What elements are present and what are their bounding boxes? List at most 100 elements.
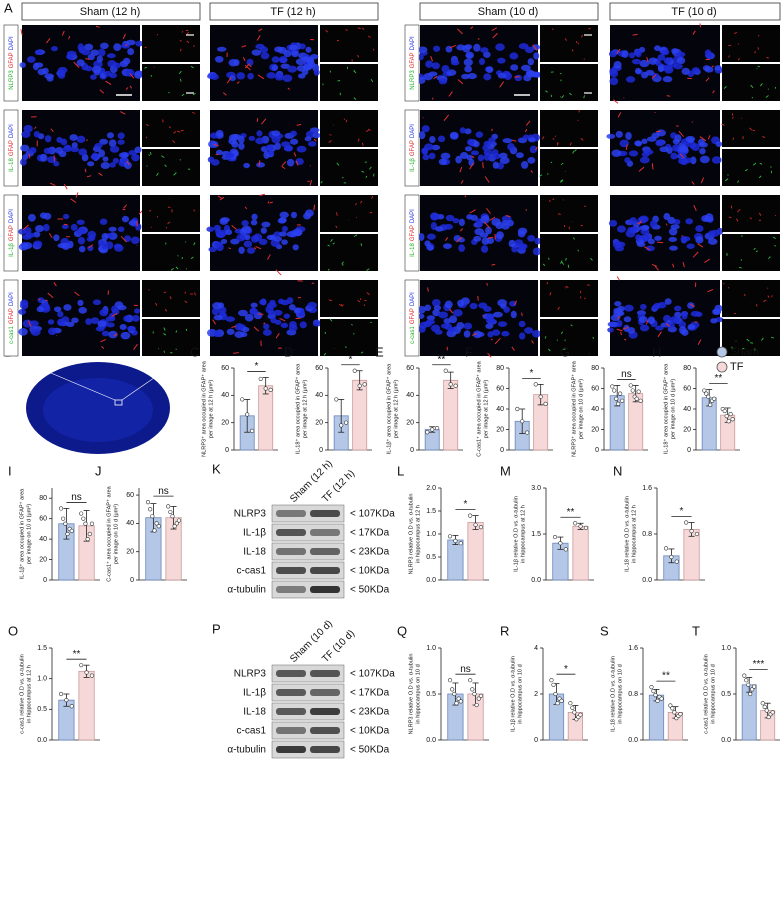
significance: ** bbox=[715, 373, 723, 384]
blot-band bbox=[276, 529, 306, 536]
bar bbox=[683, 529, 700, 581]
inset-signal bbox=[584, 297, 586, 300]
inset-signal bbox=[772, 236, 776, 239]
inset-signal bbox=[757, 34, 760, 37]
inset-signal bbox=[353, 97, 357, 100]
inset-signal bbox=[573, 237, 575, 240]
nucleus bbox=[647, 238, 655, 245]
astrocyte bbox=[129, 73, 135, 79]
nucleus bbox=[440, 152, 451, 160]
data-point bbox=[430, 427, 435, 432]
nucleus bbox=[532, 247, 542, 256]
nucleus bbox=[108, 226, 117, 232]
panel-letter: F bbox=[465, 344, 473, 359]
data-point bbox=[240, 397, 245, 402]
nucleus bbox=[122, 57, 131, 65]
data-point bbox=[245, 412, 250, 417]
y-tick-label: 0.8 bbox=[628, 691, 638, 698]
y-axis-label: per image on 10 d (μm²) bbox=[113, 504, 119, 564]
data-point bbox=[474, 702, 479, 708]
data-point bbox=[724, 414, 729, 419]
nucleus bbox=[216, 243, 224, 252]
row-label-part: DAPI bbox=[9, 36, 15, 50]
nucleus bbox=[527, 58, 535, 66]
astrocyte bbox=[48, 233, 53, 239]
y-tick-label: 20 bbox=[496, 426, 504, 433]
nucleus bbox=[21, 130, 31, 138]
significance: ns bbox=[158, 486, 169, 497]
nucleus bbox=[647, 316, 656, 325]
inset-signal bbox=[167, 221, 171, 225]
inset bbox=[142, 25, 200, 62]
nucleus bbox=[213, 330, 221, 338]
y-axis-label: NLRP3 relative O.D vs. α-tubulin bbox=[408, 654, 414, 735]
blot-strip bbox=[271, 523, 345, 542]
astrocyte bbox=[530, 170, 533, 173]
blot-band bbox=[276, 567, 306, 574]
y-tick-label: 0.0 bbox=[426, 577, 436, 584]
nucleus bbox=[127, 48, 135, 56]
inset-signal bbox=[325, 29, 328, 33]
data-point bbox=[702, 388, 707, 393]
y-tick-label: 0 bbox=[130, 577, 134, 584]
y-tick-label: 40 bbox=[683, 406, 691, 413]
astrocyte bbox=[699, 23, 702, 28]
row-label-box bbox=[3, 279, 19, 357]
significance: ** bbox=[662, 671, 670, 682]
y-tick-label: 20 bbox=[221, 420, 229, 427]
row-label-part: IL-1β bbox=[9, 243, 15, 257]
nucleus bbox=[669, 316, 680, 324]
y-tick-label: 60 bbox=[39, 516, 47, 523]
inset-signal bbox=[179, 40, 182, 42]
inset-signal bbox=[590, 257, 593, 261]
astrocyte bbox=[456, 28, 463, 35]
inset-signal bbox=[176, 130, 181, 133]
nucleus bbox=[417, 313, 425, 319]
inset-signal bbox=[337, 79, 341, 82]
y-tick-label: 0.0 bbox=[37, 737, 47, 744]
astrocyte bbox=[296, 123, 302, 126]
astrocyte bbox=[707, 135, 711, 140]
data-point bbox=[85, 537, 90, 542]
nucleus bbox=[699, 147, 706, 155]
inset-signal bbox=[749, 127, 753, 131]
data-point bbox=[172, 524, 177, 529]
band-size: < 10KDa bbox=[350, 726, 390, 737]
nucleus bbox=[507, 219, 514, 227]
nucleus bbox=[619, 139, 630, 148]
bar bbox=[443, 379, 459, 451]
data-point bbox=[573, 521, 578, 526]
nucleus bbox=[287, 65, 298, 73]
data-point bbox=[166, 504, 171, 509]
nucleus bbox=[238, 309, 248, 317]
inset-signal bbox=[742, 347, 745, 350]
nucleus bbox=[641, 234, 650, 242]
nucleus bbox=[119, 323, 127, 331]
y-tick-label: 0 bbox=[319, 447, 323, 454]
nucleus bbox=[608, 50, 617, 58]
nucleus bbox=[623, 316, 632, 323]
astrocyte bbox=[219, 196, 225, 201]
data-point bbox=[448, 382, 453, 387]
nucleus bbox=[226, 328, 235, 335]
inset-signal bbox=[164, 309, 168, 312]
nucleus bbox=[628, 150, 639, 157]
astrocyte bbox=[233, 352, 240, 354]
astrocyte bbox=[625, 144, 628, 151]
astrocyte bbox=[231, 224, 237, 230]
row-label: c-cas1 GFAP DAPI bbox=[410, 292, 416, 344]
inset-signal bbox=[721, 123, 725, 126]
y-tick-label: 20 bbox=[591, 426, 599, 433]
nucleus bbox=[220, 238, 228, 245]
nucleus bbox=[418, 46, 428, 53]
nucleus bbox=[120, 43, 131, 49]
nucleus bbox=[616, 225, 627, 233]
astrocyte bbox=[46, 38, 51, 44]
data-point bbox=[145, 500, 151, 505]
nucleus bbox=[313, 68, 320, 76]
panel-letter: S bbox=[600, 623, 609, 638]
nucleus bbox=[214, 55, 224, 63]
nucleus bbox=[635, 234, 642, 242]
row-label-part: GFAP bbox=[9, 308, 15, 324]
nucleus bbox=[62, 213, 70, 220]
